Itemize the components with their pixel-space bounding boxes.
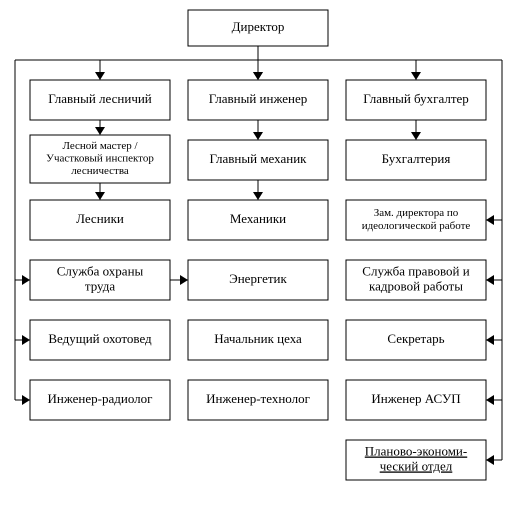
node-c2r3-label: Механики [230, 211, 286, 226]
node-c2r5: Начальник цеха [188, 320, 328, 360]
node-c1r4-label: труда [85, 278, 115, 293]
node-c3r3-label: Зам. директора по [374, 207, 459, 219]
node-c3r4-label: кадровой работы [369, 278, 463, 293]
node-c3r1-label: Главный бухгалтер [363, 91, 469, 106]
node-c1r6: Инженер-радиолог [30, 380, 170, 420]
node-c1r4: Служба охранытруда [30, 260, 170, 300]
node-c3r4: Служба правовой икадровой работы [346, 260, 486, 300]
node-c1r2-label: Участковый инспектор [46, 153, 154, 165]
node-c3r7-label: ческий отдел [380, 458, 453, 473]
node-c3r3: Зам. директора поидеологической работе [346, 200, 486, 240]
node-c1r3-label: Лесники [76, 211, 124, 226]
node-c2r1-label: Главный инженер [209, 91, 308, 106]
node-c3r3-label: идеологической работе [362, 220, 471, 232]
node-c2r2-label: Главный механик [210, 151, 308, 166]
node-c3r7: Планово-экономи-ческий отдел [346, 440, 486, 480]
node-c3r7-label: Планово-экономи- [365, 444, 467, 459]
org-chart: Директор Главный лесничий Главный инженер Г… [0, 0, 517, 507]
node-c3r4-label: Служба правовой и [362, 264, 469, 279]
node-c2r6-label: Инженер-технолог [206, 391, 310, 406]
node-c3r1: Главный бухгалтер [346, 80, 486, 120]
node-c3r5: Секретарь [346, 320, 486, 360]
node-c1r5-label: Ведущий охотовед [48, 331, 152, 346]
node-c1r1-label: Главный лесничий [48, 91, 152, 106]
node-c2r4: Энергетик [188, 260, 328, 300]
node-c2r6: Инженер-технолог [188, 380, 328, 420]
node-c2r1: Главный инженер [188, 80, 328, 120]
node-c3r2-label: Бухгалтерия [382, 151, 451, 166]
node-c2r4-label: Энергетик [229, 271, 287, 286]
node-c1r2-label: Лесной мастер / [62, 140, 138, 152]
node-c1r5: Ведущий охотовед [30, 320, 170, 360]
node-c2r2: Главный механик [188, 140, 328, 180]
node-director-label: Директор [232, 19, 285, 34]
node-c3r6-label: Инженер АСУП [371, 391, 460, 406]
node-c1r2: Лесной мастер /Участковый инспекторлесни… [30, 135, 170, 183]
node-c2r3: Механики [188, 200, 328, 240]
node-c1r6-label: Инженер-радиолог [48, 391, 153, 406]
node-c1r2-label: лесничества [71, 165, 129, 177]
node-c3r5-label: Секретарь [387, 331, 444, 346]
node-c3r2: Бухгалтерия [346, 140, 486, 180]
node-c3r6: Инженер АСУП [346, 380, 486, 420]
node-c1r4-label: Служба охраны [57, 264, 144, 279]
node-director: Директор [188, 10, 328, 46]
node-c1r3: Лесники [30, 200, 170, 240]
node-c2r5-label: Начальник цеха [214, 331, 302, 346]
node-c1r1: Главный лесничий [30, 80, 170, 120]
